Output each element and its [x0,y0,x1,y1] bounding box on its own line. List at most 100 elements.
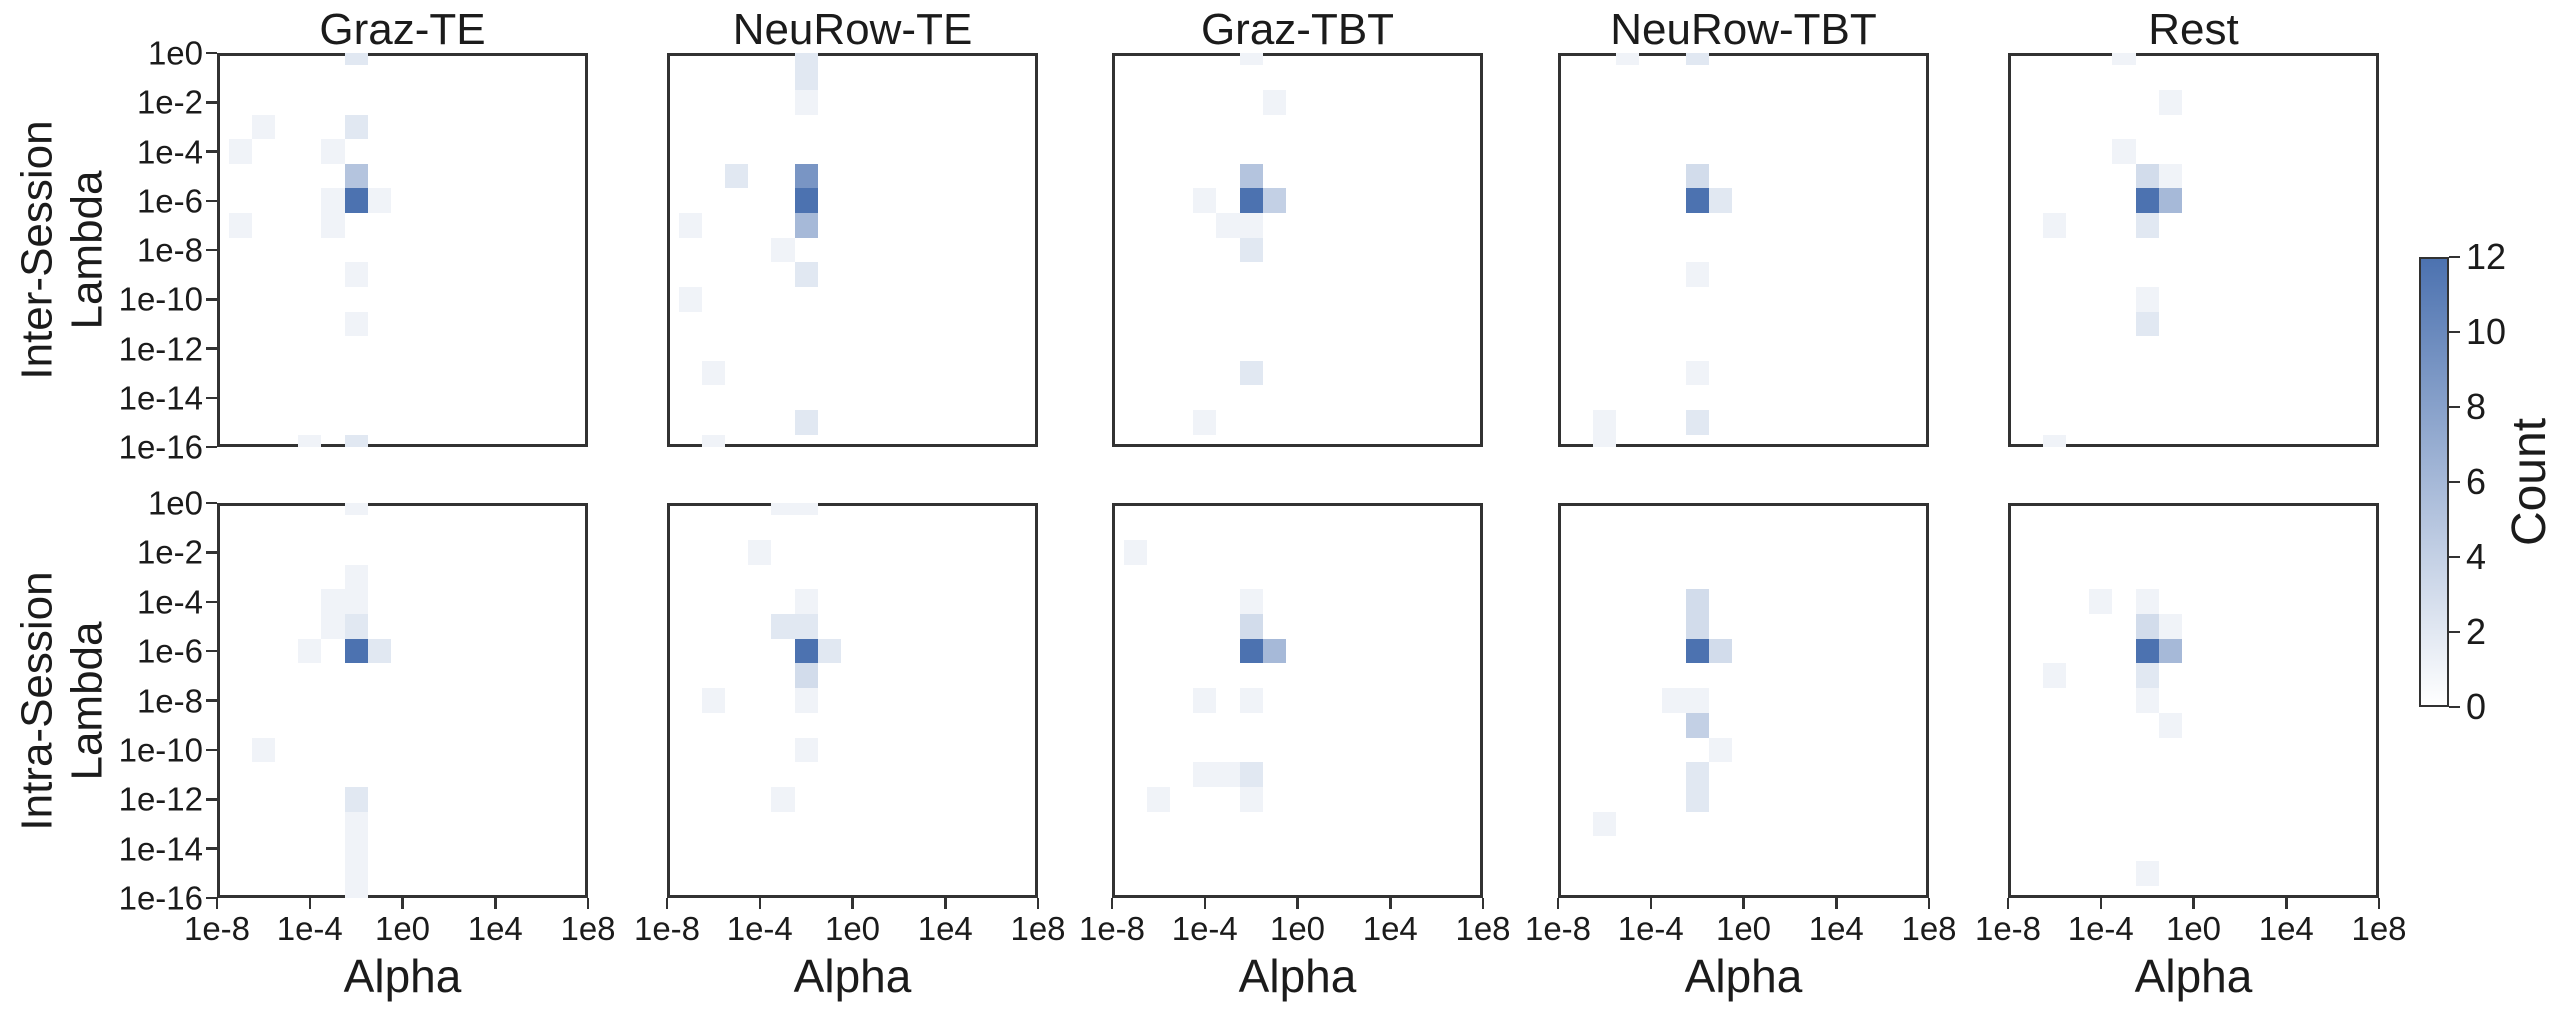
colorbar-tick-label: 6 [2466,461,2487,502]
x-tick-mark [2192,898,2195,909]
x-tick-mark [308,898,311,909]
heatmap-cell [1239,360,1263,386]
heatmap-cell [1239,213,1263,238]
heatmap-cell [794,89,818,115]
heatmap-cell [1193,688,1217,713]
heatmap-cell [1216,762,1240,787]
heatmap-cell [794,262,818,287]
heatmap-cell [344,262,368,287]
row-label-line2: Lambda [62,170,111,330]
heatmap-cell [1262,638,1286,664]
x-tick-mark [944,898,947,909]
x-axis-label: Alpha [793,950,912,1002]
colorbar-tick-mark [2449,330,2460,334]
heatmap-cell [344,885,368,898]
heatmap-cell [1123,540,1147,565]
heatmap-cell [344,836,368,861]
colorbar-tick-label: 4 [2466,536,2487,577]
heatmap-cell [1685,688,1709,713]
heatmap-cell [367,188,391,214]
heatmap-cell [2135,614,2159,639]
heatmap-cell [1146,786,1170,812]
x-tick-mark [1203,898,1206,909]
panel-title: Graz-TE [319,5,486,54]
x-tick-mark [1389,898,1392,909]
heatmap-cell [2158,638,2182,664]
colorbar-gradient [2419,257,2449,707]
row-label-inter-session: Inter-Session Lambda [12,120,111,379]
y-tick-mark [206,600,217,603]
x-tick-mark [1556,898,1560,909]
heatmap-cell [2135,638,2159,664]
y-tick-mark [206,847,217,850]
heatmap-cell [794,213,818,238]
heatmap-cell [1239,237,1263,263]
x-tick-mark [665,898,669,909]
x-axis-tick-label: 1e4 [917,910,973,947]
heatmap-cell [1685,262,1709,287]
heatmap-cell [321,589,345,615]
colorbar-tick-label: 2 [2466,611,2487,652]
heatmap-cell [2042,663,2066,689]
y-axis-tick-label: 1e-8 [136,682,203,719]
x-axis-tick-label: 1e-8 [1974,910,2042,947]
heatmap-cell [298,434,322,447]
y-axis-tick-label: 1e-14 [118,830,203,868]
heatmap-cell [1239,163,1263,189]
heatmap-cell [1239,589,1263,615]
y-axis-tick-label: 1e-16 [118,428,203,466]
heatmap-cell [344,638,368,664]
heatmap-cell [1239,638,1263,664]
y-axis-tick-label: 1e-12 [118,330,203,367]
heatmap-cell [344,311,368,337]
colorbar-tick-label: 10 [2466,311,2507,352]
x-axis-tick-label: 1e0 [1715,910,1772,947]
heatmap-cell [771,237,795,263]
heatmap-cell [701,434,725,447]
heatmap-cell [344,188,368,214]
heatmap-cell [794,65,818,90]
row-label-line2: Lambda [62,620,111,781]
heatmap-cell [298,638,322,664]
heatmap-cell [344,163,368,189]
heatmap-cell [2135,163,2159,189]
heatmap-cell [321,213,345,238]
heatmap-cell [2135,311,2159,337]
heatmap-cell [1685,188,1709,214]
heatmap-cell [344,434,368,447]
heatmap-cell [2158,712,2182,738]
heatmap-cell [2135,860,2159,886]
heatmap-cell [367,638,391,664]
y-axis-tick-label: 1e-2 [136,533,203,571]
row-label-line1: Intra-Session [12,570,62,831]
x-tick-mark [2006,898,2010,909]
heatmap-cell [2135,589,2159,615]
heatmap-cell [1262,89,1286,115]
heatmap-cell [1592,410,1616,435]
y-axis-tick-label: 1e-16 [118,879,203,917]
heatmap-cell [794,614,818,639]
y-tick-mark [206,748,217,752]
x-axis-tick-label: 1e-8 [633,910,701,947]
heatmap-cell [2135,286,2159,312]
x-axis-tick-label: 1e0 [2165,910,2222,947]
heatmap-panel-neurow-tbt-intra [1558,503,1929,898]
y-tick-mark [206,298,217,301]
heatmap-cell [817,638,841,664]
colorbar-tick-label: 12 [2466,236,2507,277]
heatmap-cell [794,737,818,763]
heatmap-cell [771,614,795,639]
heatmap-cell [2042,434,2066,447]
heatmap-cell [2135,663,2159,689]
row-label-intra-session: Intra-Session Lambda [12,571,111,830]
heatmap-cell [2135,188,2159,214]
y-tick-mark [206,51,217,55]
x-axis-tick-label: 1e8 [2351,910,2407,947]
heatmap-cell [1239,188,1263,214]
heatmap-cell [2135,688,2159,713]
heatmap-cell [344,503,368,516]
y-tick-mark [206,649,217,653]
heatmap-cell [1685,614,1709,639]
x-tick-mark [1481,898,1485,909]
